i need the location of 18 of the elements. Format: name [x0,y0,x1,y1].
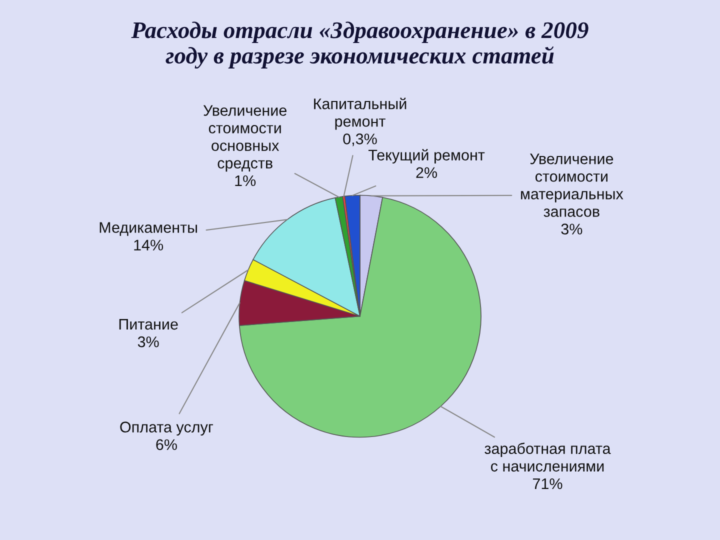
slice-label: Увеличение стоимости материальных запасов [521,154,624,217]
slice-label: Увеличение стоимости основных средств [203,105,286,172]
data-label: 1% [235,175,256,186]
slice-label: заработная плата с начислениями [484,442,611,472]
pie-slice [238,196,482,438]
data-label: 0,3% [343,134,377,146]
data-label: 3% [138,336,159,348]
chart-title: Расходы отрасли «Здравоохранение» в 2009 году в разрезе экономических статей [131,22,588,69]
data-label: 6% [156,439,177,450]
slice-label: Капитальный ремонт [314,98,406,130]
data-label: 71% [532,478,562,490]
data-label: 2% [416,167,438,178]
data-label: 14% [134,240,164,250]
slice-label: Оплата услуг [120,422,214,436]
slice-label: Медикаменты [100,222,197,236]
slice-label: Питание [119,319,178,330]
slice-label: Текущий ремонт [368,148,485,164]
data-label: 3% [561,224,582,234]
